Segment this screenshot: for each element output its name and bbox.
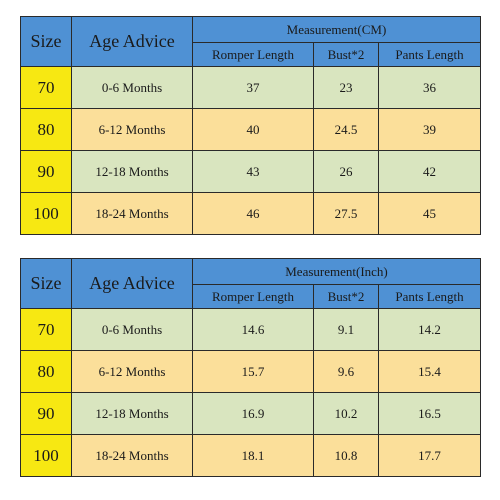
size-cell: 70 <box>20 308 72 351</box>
romper-cell: 16.9 <box>192 392 314 435</box>
table-row: 80 6-12 Months 40 24.5 39 <box>20 108 481 151</box>
size-cell: 90 <box>20 392 72 435</box>
pants-cell: 14.2 <box>377 308 482 351</box>
header-measurement: Measurement(CM) <box>192 16 481 43</box>
table-row: 100 18-24 Months 18.1 10.8 17.7 <box>20 434 482 477</box>
age-cell: 12-18 Months <box>71 392 193 435</box>
romper-cell: 18.1 <box>192 434 314 477</box>
pants-cell: 16.5 <box>377 392 482 435</box>
bust-cell: 10.8 <box>313 434 379 477</box>
age-cell: 18-24 Months <box>71 192 193 235</box>
age-cell: 0-6 Months <box>71 66 193 109</box>
size-cell: 80 <box>20 108 72 151</box>
bust-cell: 24.5 <box>313 108 379 151</box>
romper-cell: 46 <box>192 192 314 235</box>
header-size: Size <box>20 258 72 309</box>
bust-cell: 26 <box>313 150 379 193</box>
size-chart-inch: Size Age Advice Measurement(Inch) Romper… <box>20 258 482 477</box>
pants-cell: 39 <box>378 108 481 151</box>
header-age-advice: Age Advice <box>71 258 193 309</box>
header-size: Size <box>20 16 72 67</box>
header-age-advice: Age Advice <box>71 16 193 67</box>
pants-cell: 17.7 <box>377 434 482 477</box>
size-cell: 70 <box>20 66 72 109</box>
size-cell: 80 <box>20 350 72 393</box>
romper-cell: 14.6 <box>192 308 314 351</box>
table-row: 100 18-24 Months 46 27.5 45 <box>20 192 481 235</box>
header-bust: Bust*2 <box>313 42 379 67</box>
table-row: 80 6-12 Months 15.7 9.6 15.4 <box>20 350 482 393</box>
header-measurement: Measurement(Inch) <box>191 258 482 285</box>
romper-cell: 40 <box>192 108 314 151</box>
table-row: 90 12-18 Months 16.9 10.2 16.5 <box>20 392 482 435</box>
bust-cell: 23 <box>313 66 379 109</box>
pants-cell: 15.4 <box>377 350 482 393</box>
header-pants-length: Pants Length <box>378 42 481 67</box>
romper-cell: 43 <box>192 150 314 193</box>
size-cell: 100 <box>20 192 72 235</box>
pants-cell: 42 <box>378 150 481 193</box>
romper-cell: 15.7 <box>192 350 314 393</box>
romper-cell: 37 <box>192 66 314 109</box>
pants-cell: 45 <box>378 192 481 235</box>
pants-cell: 36 <box>378 66 481 109</box>
age-cell: 6-12 Months <box>71 108 193 151</box>
size-chart-cm: Size Age Advice Measurement(CM) Romper L… <box>20 16 481 235</box>
age-cell: 12-18 Months <box>71 150 193 193</box>
bust-cell: 10.2 <box>313 392 379 435</box>
size-cell: 100 <box>20 434 72 477</box>
table-row: 90 12-18 Months 43 26 42 <box>20 150 481 193</box>
age-cell: 6-12 Months <box>71 350 193 393</box>
age-cell: 0-6 Months <box>71 308 193 351</box>
table-row: 70 0-6 Months 14.6 9.1 14.2 <box>20 308 482 351</box>
bust-cell: 9.1 <box>313 308 379 351</box>
header-bust: Bust*2 <box>313 284 379 309</box>
bust-cell: 27.5 <box>313 192 379 235</box>
header-romper-length: Romper Length <box>192 284 314 309</box>
size-cell: 90 <box>20 150 72 193</box>
age-cell: 18-24 Months <box>71 434 193 477</box>
bust-cell: 9.6 <box>313 350 379 393</box>
header-pants-length: Pants Length <box>377 284 482 309</box>
header-romper-length: Romper Length <box>192 42 314 67</box>
table-row: 70 0-6 Months 37 23 36 <box>20 66 481 109</box>
